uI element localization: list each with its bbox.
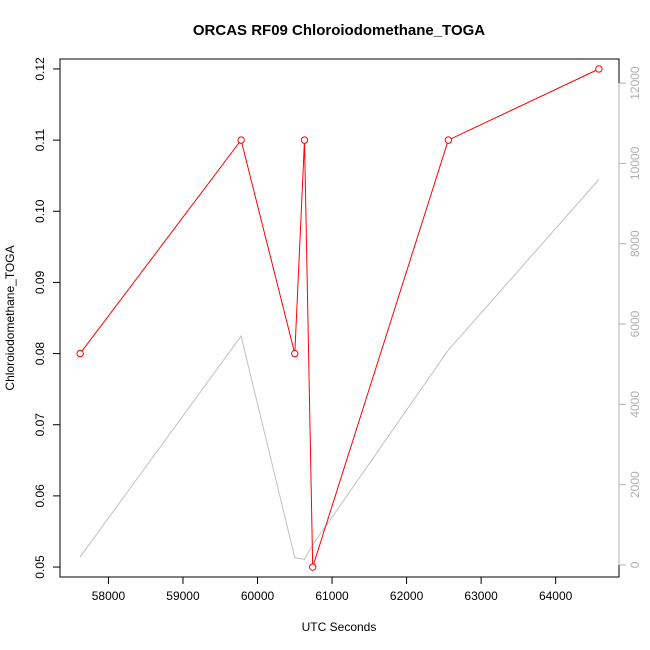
y2-tick-label: 4000 [628, 391, 642, 418]
x-tick-label: 63000 [464, 589, 498, 603]
data-point [300, 136, 309, 144]
y2-tick-label: 10000 [628, 146, 642, 180]
y-tick-label: 0.09 [33, 270, 47, 294]
y-tick-label: 0.08 [33, 342, 47, 366]
x-axis: 58000 59000 60000 61000 62000 63000 64000 [92, 576, 573, 603]
data-point [595, 65, 603, 73]
y-axis-right: 0 2000 4000 6000 8000 10000 12000 [618, 66, 642, 568]
data-point [76, 349, 84, 358]
plot-area [59, 58, 620, 578]
y2-tick-label: 2000 [628, 471, 642, 498]
x-tick-label: 60000 [241, 589, 275, 603]
x-tick-label: 62000 [390, 589, 424, 603]
y2-tick-label: 8000 [628, 230, 642, 257]
y2-tick-label: 6000 [628, 310, 642, 337]
series-line-right-axis [79, 179, 600, 560]
x-axis-label: UTC Seconds [302, 620, 377, 634]
data-point [237, 136, 245, 144]
x-tick-label: 64000 [539, 589, 573, 603]
data-point [308, 563, 317, 571]
y-tick-label: 0.11 [33, 129, 47, 152]
y-tick-label: 0.10 [33, 199, 47, 223]
chart-title: ORCAS RF09 Chloroiodomethane_TOGA [193, 22, 485, 39]
y-axis-left: 0.05 0.06 0.07 0.08 0.09 0.10 0.11 0.12 [33, 57, 61, 579]
y2-tick-label: 12000 [628, 66, 642, 100]
y-tick-label: 0.07 [33, 413, 47, 437]
data-point [291, 349, 299, 358]
y-tick-label: 0.12 [33, 57, 47, 81]
y-tick-label: 0.06 [33, 484, 47, 508]
x-tick-label: 59000 [166, 589, 200, 603]
x-tick-label: 58000 [92, 589, 126, 603]
y-tick-label: 0.05 [33, 555, 47, 579]
data-point [444, 136, 453, 144]
series-line-left-axis [79, 68, 600, 568]
y2-tick-label: 0 [628, 561, 642, 568]
series-layer [76, 65, 603, 571]
y-axis-label: Chloroiodomethane_TOGA [3, 245, 17, 390]
x-tick-label: 61000 [315, 589, 349, 603]
